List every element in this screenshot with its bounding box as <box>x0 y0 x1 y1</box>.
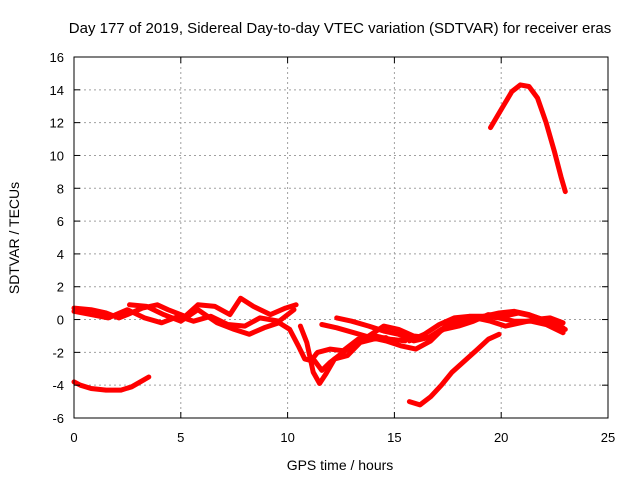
series-line-s8 <box>406 308 568 344</box>
y-tick-label: 0 <box>57 313 64 328</box>
series-line-s7 <box>319 315 566 352</box>
chart-title: Day 177 of 2019, Sidereal Day-to-day VTE… <box>69 20 611 37</box>
y-tick-label: 6 <box>57 214 64 229</box>
y-tick-label: 12 <box>50 116 64 131</box>
series-line-s4 <box>297 323 389 386</box>
series-line-s1 <box>71 295 299 321</box>
y-tick-label: -6 <box>52 411 64 426</box>
grid-lines <box>74 57 608 418</box>
x-tick-label: 5 <box>177 430 184 445</box>
y-tick-label: 4 <box>57 247 64 262</box>
y-tick-label: 10 <box>50 148 64 163</box>
x-tick-label: 0 <box>70 430 77 445</box>
x-tick-label: 20 <box>494 430 508 445</box>
series-line-s10 <box>406 331 502 408</box>
plot-border <box>73 56 609 419</box>
y-axis-label: SDTVAR / TECUs <box>6 182 22 294</box>
y-tick-label: 14 <box>50 83 64 98</box>
x-tick-label: 25 <box>601 430 615 445</box>
series-line-s9 <box>71 374 152 393</box>
x-tick-label: 15 <box>387 430 401 445</box>
x-tick-label: 10 <box>280 430 294 445</box>
y-tick-label: -2 <box>52 345 64 360</box>
x-axis-label: GPS time / hours <box>287 457 394 473</box>
y-tick-label: 2 <box>57 280 64 295</box>
y-tick-label: -4 <box>52 378 64 393</box>
data-series <box>71 82 568 408</box>
y-tick-label: 8 <box>57 181 64 196</box>
axis-ticks: -6 -4 -2 0 2 4 6 8 10 12 14 16 0 5 10 15 20 25 <box>50 50 616 445</box>
series-line-s11 <box>488 82 568 195</box>
y-tick-label: 16 <box>50 50 64 65</box>
